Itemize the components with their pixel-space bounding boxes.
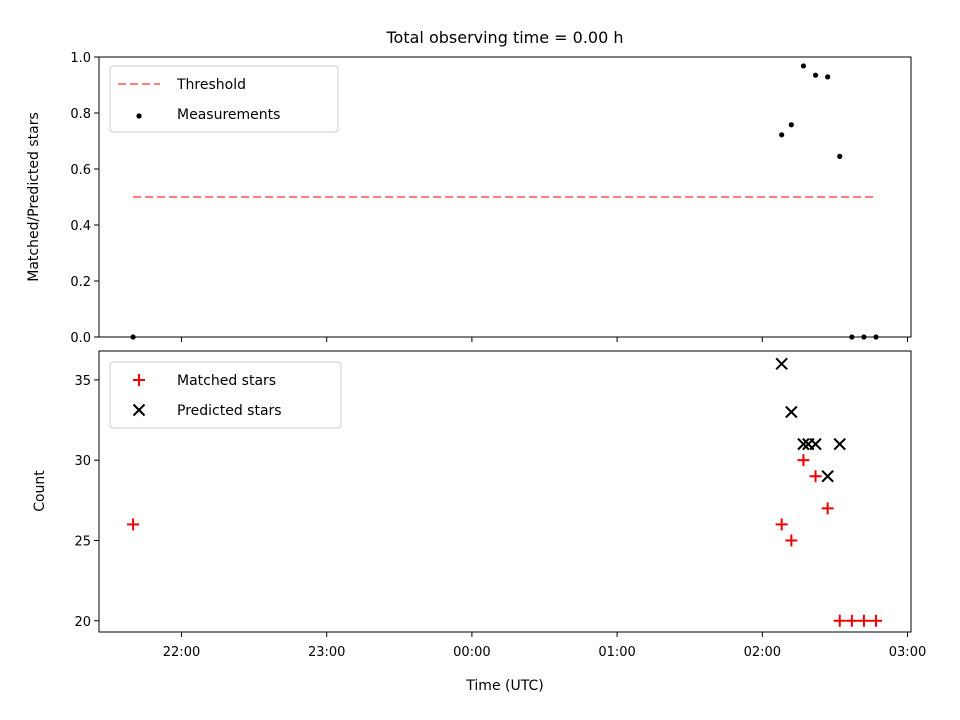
top-y-axis: 0.0 0.2 0.4 0.6 0.8 1.0 <box>70 51 99 346</box>
legend-measurements-label: Measurements <box>177 107 280 123</box>
x-tick-label: 03:00 <box>889 645 926 660</box>
top-y-tick-label: 1.0 <box>70 51 91 66</box>
bottom-y-axis: 20 25 30 35 <box>74 374 99 630</box>
matched-star-point <box>845 614 858 627</box>
matched-star-point <box>821 502 834 515</box>
measurement-point <box>825 74 831 80</box>
x-axis-label: Time (UTC) <box>465 678 543 694</box>
predicted-star-point <box>797 437 810 451</box>
measurement-point <box>800 63 807 69</box>
legend-threshold-label: Threshold <box>176 77 246 93</box>
predicted-star-point <box>821 470 834 483</box>
matched-star-point <box>127 518 140 531</box>
legend-matched-label: Matched stars <box>177 373 276 389</box>
x-tick-label: 22:00 <box>163 645 200 660</box>
matched-star-point <box>797 454 810 467</box>
top-x-ticks <box>181 337 908 342</box>
matched-stars-points <box>127 454 883 627</box>
bottom-y-tick-label: 35 <box>74 374 91 389</box>
measurement-point <box>788 122 794 128</box>
top-plot-frame <box>98 56 912 338</box>
bottom-y-tick-label: 30 <box>74 454 91 469</box>
top-legend: Threshold Measurements <box>109 65 339 133</box>
bottom-y-tick-label: 25 <box>74 534 91 549</box>
legend-predicted-swatch <box>132 403 146 417</box>
legend-matched-swatch <box>133 374 145 386</box>
x-tick-label: 02:00 <box>744 645 781 660</box>
measurement-point <box>779 132 785 138</box>
measurement-point <box>812 72 819 78</box>
legend-measurements-swatch <box>136 113 142 119</box>
matched-star-point <box>775 518 788 531</box>
predicted-star-point <box>785 405 798 419</box>
matched-star-point <box>870 614 883 627</box>
matched-star-point <box>833 614 846 627</box>
predicted-star-point <box>809 437 822 451</box>
x-tick-label: 00:00 <box>453 645 490 660</box>
bottom-legend-box <box>109 361 342 429</box>
bottom-plot-frame <box>98 350 912 633</box>
top-y-axis-label: Matched/Predicted stars <box>26 112 42 282</box>
legend-predicted-marker <box>132 403 146 417</box>
measurement-point <box>837 153 843 159</box>
chart-title: Total observing time = 0.00 h <box>385 28 623 47</box>
bottom-y-tick-label: 20 <box>74 615 91 630</box>
bottom-y-axis-label: Count <box>32 470 48 512</box>
legend-predicted-label: Predicted stars <box>177 403 282 419</box>
top-y-tick-label: 0.0 <box>70 331 91 346</box>
top-y-tick-label: 0.6 <box>70 163 91 178</box>
x-tick-label: 23:00 <box>308 645 345 660</box>
matched-star-point <box>857 614 870 627</box>
top-y-tick-label: 0.4 <box>70 219 91 234</box>
legend-matched-marker <box>133 374 145 386</box>
matched-star-point <box>785 534 798 547</box>
predicted-star-point <box>775 357 788 371</box>
measurement-points <box>130 63 879 340</box>
top-y-tick-label: 0.2 <box>70 275 91 290</box>
matched-star-point <box>809 470 822 483</box>
predicted-stars-points <box>775 357 846 483</box>
bottom-x-axis: 22:00 23:00 00:00 01:00 02:00 03:00 <box>163 632 926 660</box>
top-panel: 0.0 0.2 0.4 0.6 0.8 1.0 Matched/Predicted sta… <box>26 51 912 346</box>
bottom-legend: Matched stars Predicted stars <box>109 361 342 429</box>
top-legend-box <box>109 65 339 133</box>
top-y-tick-label: 0.8 <box>70 107 91 122</box>
predicted-star-point <box>833 437 846 451</box>
x-tick-label: 01:00 <box>598 645 635 660</box>
